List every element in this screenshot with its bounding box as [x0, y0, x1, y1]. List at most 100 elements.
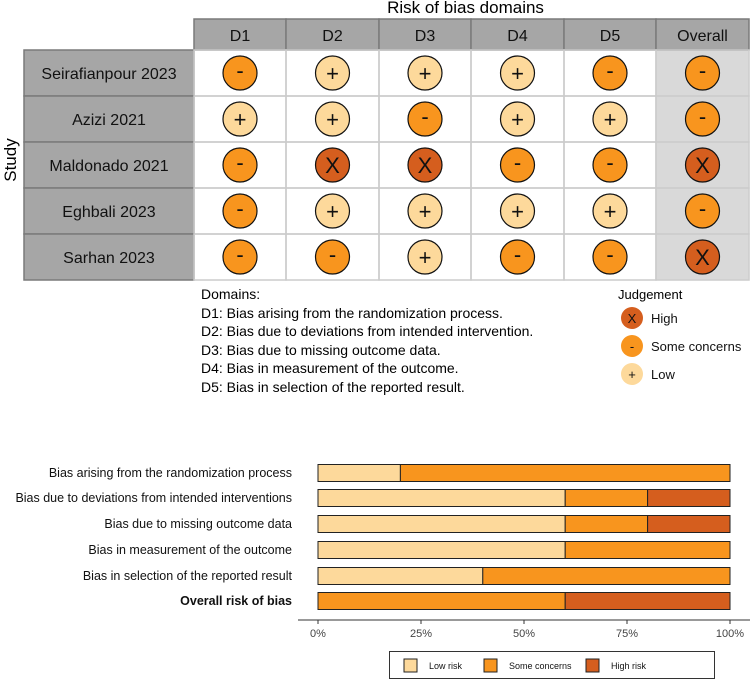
- bar-segment: [564, 489, 649, 507]
- judgement-symbol: X: [418, 153, 433, 178]
- judgement-symbol: +: [511, 107, 524, 132]
- x-tick-label: 25%: [410, 628, 432, 640]
- study-label-bg: [23, 95, 195, 143]
- bar-segment: [399, 464, 731, 482]
- study-label: Seirafianpour 2023: [41, 66, 176, 83]
- judgement-circle: [314, 55, 351, 91]
- legend-swatch: [585, 658, 600, 673]
- domains-heading: Domains:: [201, 286, 261, 302]
- category-label: Bias due to missing outcome data: [104, 517, 292, 531]
- bar-segment: [564, 515, 649, 533]
- judgement-circle: [684, 193, 721, 229]
- judgement-symbol: +: [326, 61, 339, 86]
- x-tick-label: 75%: [616, 628, 638, 640]
- judgement-symbol: -: [699, 58, 706, 83]
- bar-segment: [482, 567, 731, 585]
- summary-bar-chart: Bias arising from the randomization proc…: [15, 464, 750, 640]
- judgement-symbol: -: [421, 104, 428, 129]
- judgement-circle: [592, 55, 628, 91]
- judgement-circle: [684, 101, 721, 137]
- judgement-circle: [592, 193, 628, 229]
- judgement-symbol: -: [236, 242, 243, 267]
- study-label-bg: [23, 233, 195, 281]
- judgement-circle: [684, 239, 721, 275]
- judgement-symbol: -: [699, 196, 706, 221]
- judgement-circle: [314, 101, 351, 137]
- column-header-d1: D1: [230, 28, 251, 45]
- judgement-symbol: -: [329, 242, 336, 267]
- bar-segment: [647, 515, 731, 533]
- judgement-circle: [314, 147, 351, 183]
- judgement-circle: [499, 101, 536, 137]
- judgement-symbol: -: [606, 150, 613, 175]
- judgement-symbol: -: [236, 196, 243, 221]
- judgement-circle: [314, 239, 351, 275]
- judgement-circle: [499, 55, 536, 91]
- grid-cell: [655, 233, 750, 281]
- judgement-circle: [407, 101, 443, 137]
- column-header-d5: D5: [600, 28, 621, 45]
- study-label-bg: [23, 49, 195, 97]
- legend-label: Some concerns: [509, 661, 572, 671]
- judgement-legend: X High - Some concerns + Low: [621, 307, 742, 385]
- legend-circle-low: [621, 363, 643, 385]
- judgement-circle: [684, 55, 721, 91]
- judgement-symbol: +: [419, 61, 432, 86]
- bar-segment: [647, 489, 731, 507]
- domain-legend-d1: D1: Bias arising from the randomization …: [201, 304, 503, 321]
- column-header-d3: D3: [415, 28, 436, 45]
- judgement-circle: [592, 101, 628, 137]
- x-tick-label: 50%: [513, 628, 535, 640]
- column-header-overall: Overall: [677, 28, 728, 45]
- judgement-circle: [222, 147, 258, 183]
- judgement-symbol: X: [695, 245, 710, 270]
- judgement-symbol: +: [326, 107, 339, 132]
- judgement-circle: [499, 193, 536, 229]
- judgement-circle: [407, 55, 443, 91]
- judgement-symbol: -: [514, 150, 521, 175]
- legend-label: High risk: [611, 661, 647, 671]
- judgement-symbol: -: [236, 150, 243, 175]
- judgement-symbol: +: [604, 107, 617, 132]
- legend-label-some: Some concerns: [651, 339, 742, 354]
- judgement-symbol: -: [606, 58, 613, 83]
- judgement-symbol: +: [419, 199, 432, 224]
- judgement-circle: [407, 239, 443, 275]
- judgement-circle: [592, 147, 628, 183]
- domain-legend-d5: D5: Bias in selection of the reported re…: [201, 378, 465, 395]
- judgement-symbol: +: [604, 199, 617, 224]
- x-tick-label: 100%: [716, 628, 744, 640]
- judgement-circle: [222, 193, 258, 229]
- study-label: Maldonado 2021: [49, 158, 168, 175]
- judgement-symbol: -: [606, 242, 613, 267]
- legend-symbol: +: [628, 367, 636, 382]
- legend-symbol: -: [630, 339, 634, 354]
- judgement-symbol: X: [325, 153, 340, 178]
- domain-legend-d3: D3: Bias due to missing outcome data.: [201, 341, 441, 358]
- domains-legend: Domains: D1: Bias arising from the rando…: [201, 285, 533, 396]
- judgement-circle: [314, 193, 351, 229]
- study-label-bg: [23, 187, 195, 235]
- legend-circle-some: [621, 335, 643, 357]
- study-label: Eghbali 2023: [62, 204, 156, 221]
- bar-segment: [317, 592, 566, 610]
- judgement-circle: [407, 147, 443, 183]
- category-label: Bias arising from the randomization proc…: [49, 466, 292, 480]
- legend-swatch: [403, 658, 418, 673]
- judgement-circle: [684, 147, 721, 183]
- bar-legend: Low risk Some concerns High risk: [389, 651, 715, 679]
- column-header-d2: D2: [322, 28, 343, 45]
- study-label: Azizi 2021: [72, 112, 146, 129]
- judgement-circle: [499, 147, 536, 183]
- category-label: Bias in selection of the reported result: [83, 569, 293, 583]
- judgement-circle: [499, 239, 536, 275]
- x-tick-label: 0%: [310, 628, 326, 640]
- judgement-circle: [222, 101, 258, 137]
- judgement-symbol: -: [699, 104, 706, 129]
- study-label: Sarhan 2023: [63, 250, 155, 267]
- legend-symbol: X: [628, 311, 637, 326]
- judgement-circle: [407, 193, 443, 229]
- legend-label-high: High: [651, 311, 678, 326]
- bar-segment: [317, 541, 566, 559]
- chart-title: Risk of bias domains: [387, 0, 544, 17]
